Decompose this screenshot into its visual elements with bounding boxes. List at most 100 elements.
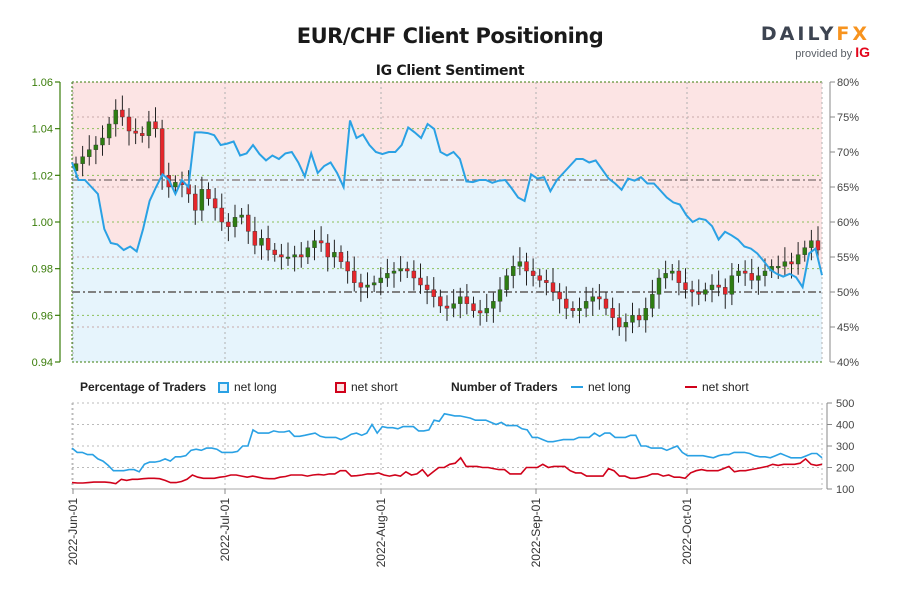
candle-up [802, 247, 807, 255]
candle-up [650, 294, 655, 309]
candle-down [815, 240, 821, 251]
dailyfx-logo: DAILYFX provided by IG [760, 24, 870, 62]
legend-percentage-title: Percentage of Traders [80, 380, 206, 394]
traders-tick-label: 500 [836, 398, 854, 410]
candle-down [272, 249, 277, 255]
net-long-percentage-line [71, 120, 823, 290]
chart-subtitle: IG Client Sentiment [375, 63, 525, 79]
net-long-swatch-icon [218, 382, 229, 393]
candle-down [431, 289, 436, 297]
candle-up [458, 296, 463, 304]
net-long-line-icon [571, 386, 583, 388]
candle-up [756, 275, 761, 281]
candle-down [411, 270, 417, 279]
candle-down [550, 282, 556, 293]
pct-tick-label: 40% [837, 357, 859, 369]
candle-up [391, 270, 397, 274]
candle-down [603, 298, 609, 309]
candle-down [696, 291, 701, 295]
candle-down [471, 303, 476, 311]
candle-down [610, 308, 615, 318]
candle-up [623, 322, 629, 328]
candle-down [345, 261, 350, 272]
price-tick-label: 0.96 [32, 310, 53, 322]
net-short-traders-line [71, 456, 823, 485]
candle-up [87, 149, 92, 157]
candle-up [332, 252, 337, 258]
candle-down [405, 268, 410, 272]
pct-tick-label: 45% [837, 322, 859, 334]
candle-up [577, 308, 582, 311]
candle-up [736, 270, 741, 276]
legend-num-long: net long [571, 380, 631, 394]
candle-up [106, 123, 112, 139]
candle-down [246, 214, 251, 232]
candle-up [590, 296, 595, 302]
legend-pct-short-text: net short [351, 380, 398, 394]
date-tick-label: 2022-Jul-01 [218, 498, 232, 562]
candle-up [583, 301, 589, 309]
candle-up [385, 273, 390, 279]
candle-down [789, 261, 794, 265]
candle-up [100, 137, 105, 146]
candle-down [617, 317, 622, 328]
candle-up [511, 266, 516, 276]
candle-up [762, 270, 768, 276]
candle-up [776, 266, 781, 269]
candle-down [279, 254, 284, 258]
candle-up [795, 254, 801, 265]
net-long-traders-line [71, 412, 823, 473]
price-tick-label: 1.00 [32, 217, 53, 229]
candle-down [749, 273, 754, 281]
candle-down [424, 284, 430, 290]
candle-down [723, 287, 728, 295]
candle-down [338, 252, 344, 262]
candle-down [352, 270, 357, 283]
candle-up [259, 238, 264, 246]
candle-up [113, 109, 118, 125]
candle-up [782, 261, 788, 267]
candle-down [358, 282, 364, 288]
candle-up [93, 144, 99, 150]
candle-up [232, 217, 238, 227]
date-tick-label: 2022-Aug-01 [374, 498, 388, 568]
candle-up [491, 301, 496, 309]
legend-pct-long: net long [218, 380, 277, 394]
candle-down [212, 198, 218, 209]
candle-up [378, 277, 383, 283]
candle-down [597, 296, 602, 300]
candle-up [285, 256, 291, 259]
candle-up [80, 156, 85, 164]
candle-up [451, 303, 456, 309]
candle-down [219, 207, 224, 223]
candle-down [444, 305, 450, 309]
candle-down [544, 280, 549, 283]
candle-down [524, 261, 529, 272]
price-tick-label: 1.04 [32, 124, 53, 136]
candle-down [252, 231, 258, 246]
logo-fx: FX [836, 23, 870, 45]
traders-tick-label: 400 [836, 420, 854, 432]
candle-up [305, 247, 311, 258]
candle-up [173, 182, 178, 188]
chart-title: EUR/CHF Client Positioning [296, 24, 604, 48]
candle-down [716, 284, 721, 288]
candle-up [497, 289, 503, 302]
pct-tick-label: 60% [837, 217, 859, 229]
net-short-line-icon [685, 386, 697, 388]
candle-down [689, 289, 695, 293]
pct-tick-label: 55% [837, 252, 859, 264]
traders-tick-label: 300 [836, 441, 854, 453]
candle-down [418, 277, 423, 286]
candle-up [199, 189, 205, 211]
candle-up [643, 308, 648, 321]
candle-up [504, 275, 509, 290]
candle-down [126, 116, 132, 132]
candle-down [140, 133, 145, 136]
candle-down [464, 296, 470, 304]
candle-down [325, 242, 330, 258]
candle-up [146, 121, 152, 136]
candle-up [709, 284, 715, 290]
candle-up [630, 315, 635, 323]
candle-down [265, 238, 271, 251]
